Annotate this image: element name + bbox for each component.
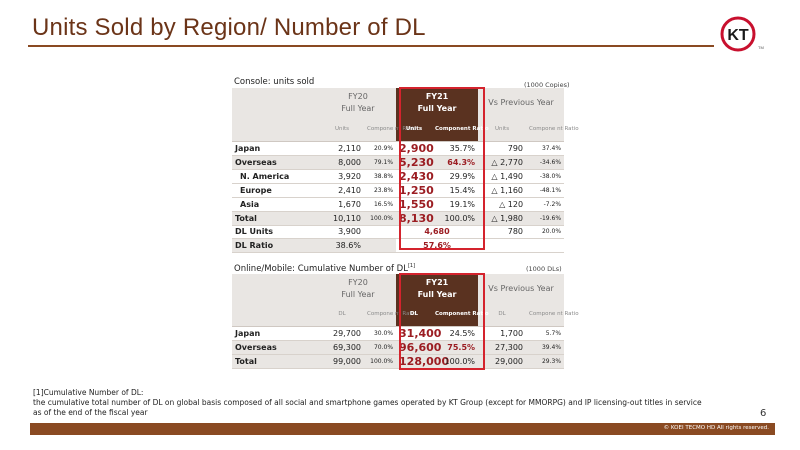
vs-previous-header: Vs Previous Year	[478, 274, 565, 303]
table-row: Overseas 69,300 70.0% 96,600 75.5% 27,30…	[232, 340, 565, 355]
fy21-dl-subheader: DL	[396, 303, 433, 327]
table-row: N. America 3,920 38.8% 2,430 29.9% △ 1,4…	[232, 169, 565, 184]
vs-dl-subheader: DL	[478, 303, 527, 327]
online-table: FY20 Full Year FY21 Full Year Vs Previou…	[232, 274, 579, 369]
footnote: [1]Cumulative Number of DL: the cumulati…	[33, 388, 702, 417]
table-row: DL Units 3,900 4,680 780 20.0%	[232, 225, 565, 239]
fy20-header: FY20	[348, 277, 368, 287]
fy21-units-subheader: Units	[396, 117, 433, 142]
fy21-ratio-subheader: Component Ratio	[432, 117, 489, 142]
table-row: Europe 2,410 23.8% 1,250 15.4% △ 1,160 -…	[232, 183, 565, 198]
fy20-subheader: Full Year	[341, 103, 375, 113]
fy20-subheader: Full Year	[341, 289, 375, 299]
page-title: Units Sold by Region/ Number of DL	[32, 14, 426, 41]
logo-trademark: TM	[758, 45, 764, 50]
title-divider	[28, 45, 714, 47]
ratio-subheader: Compone nt Ratio	[364, 303, 417, 327]
vs-ratio-subheader: Compone nt Ratio	[526, 117, 579, 142]
table-row: Total 10,110 100.0% 8,130 100.0% △ 1,980…	[232, 211, 565, 226]
ratio-subheader: Compone nt Ratio	[364, 117, 417, 142]
console-table: FY20 Full Year FY21 Full Year Vs Previou…	[232, 88, 579, 253]
console-section-label: Console: units sold	[234, 77, 315, 87]
table-row: Japan 2,110 20.9% 2,900 35.7% 790 37.4%	[232, 141, 565, 156]
fy21-header: FY21	[425, 277, 449, 287]
fy21-subheader: Full Year	[417, 103, 457, 113]
vs-units-subheader: Units	[478, 117, 527, 142]
fy21-header: FY21	[425, 91, 449, 101]
dl-subheader: DL	[320, 303, 364, 327]
vs-previous-header: Vs Previous Year	[478, 88, 565, 117]
fy20-header: FY20	[348, 91, 368, 101]
table-row: Japan 29,700 30.0% 31,400 24.5% 1,700 5.…	[232, 326, 565, 341]
table-row: Total 99,000 100.0% 128,000 100.0% 29,00…	[232, 354, 565, 369]
page-number: 6	[760, 408, 767, 419]
vs-ratio-subheader: Compone nt Ratio	[526, 303, 579, 327]
online-unit-label: (1000 DLs)	[526, 265, 562, 273]
table-row: Asia 1,670 16.5% 1,550 19.1% △ 120 -7.2%	[232, 197, 565, 212]
logo-text: KT	[727, 27, 749, 44]
table-row: Overseas 8,000 79.1% 5,230 64.3% △ 2,770…	[232, 155, 565, 170]
online-section-label: Online/Mobile: Cumulative Number of DL[1…	[234, 263, 416, 274]
kt-logo-icon: KT TM	[720, 16, 764, 52]
console-unit-label: (1000 Copies)	[524, 81, 570, 89]
fy21-ratio-subheader: Component Ratio	[432, 303, 489, 327]
copyright-text: © KOEI TECMO HD All rights reserved.	[663, 424, 769, 431]
units-subheader: Units	[320, 117, 364, 142]
fy21-subheader: Full Year	[417, 289, 457, 299]
footer-bar: © KOEI TECMO HD All rights reserved.	[30, 423, 775, 435]
table-row: DL Ratio 38.6% 57.6%	[232, 238, 565, 253]
